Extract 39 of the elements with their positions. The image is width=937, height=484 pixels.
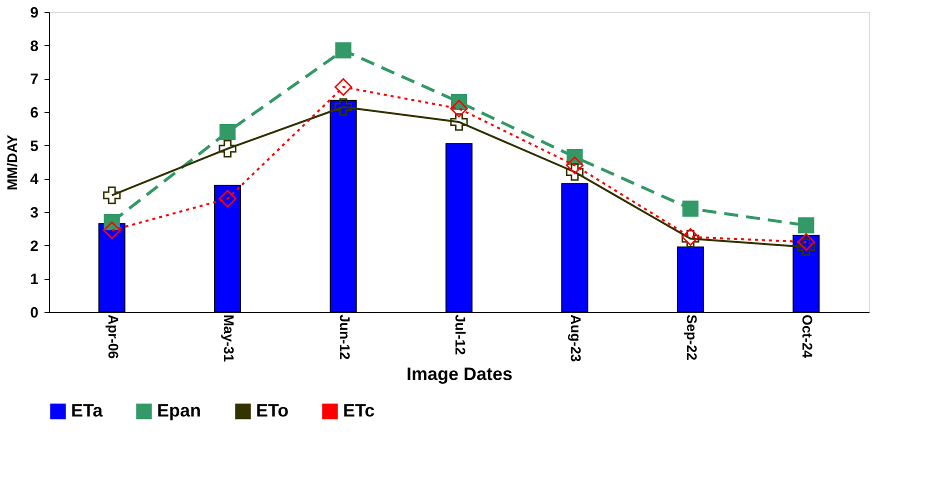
point (103, 222, 121, 240)
point (566, 163, 584, 181)
point (450, 113, 468, 131)
x-tick-label: Apr-06 (105, 314, 122, 360)
y-tick-label: 7 (30, 71, 38, 88)
x-tick-label: Aug-23 (568, 314, 584, 362)
y-tick-label: 9 (30, 4, 38, 22)
y-tick-label: 2 (30, 238, 38, 255)
x-tick-label: Jun-12 (336, 314, 353, 360)
point (218, 140, 236, 158)
point (682, 200, 698, 217)
legend-label: ETo (256, 400, 289, 420)
x-tick-label: May-31 (221, 314, 238, 362)
point (218, 190, 236, 208)
point (335, 42, 352, 58)
x-tick-label: Oct-24 (800, 314, 816, 358)
point (334, 98, 352, 116)
y-tick-label: 1 (30, 271, 38, 288)
point (450, 100, 468, 118)
point (798, 217, 814, 234)
y-tick-label: 3 (30, 204, 38, 222)
legend-label: Epan (157, 400, 202, 420)
y-tick-label: 6 (30, 104, 38, 122)
x-axis-title: Image Dates (406, 364, 513, 384)
y-tick-label: 8 (30, 38, 38, 55)
x-tick-label: Sep-22 (684, 314, 700, 361)
legend-label: ETc (343, 400, 375, 420)
point (797, 233, 815, 251)
point (797, 238, 815, 256)
y-tick-label: 4 (30, 171, 40, 188)
point (220, 124, 236, 140)
point (566, 156, 584, 174)
legend-label: ETa (71, 400, 104, 420)
y-axis-title: MM/DAY (4, 134, 20, 190)
point (103, 186, 121, 204)
x-tick-label: Jul-12 (452, 314, 468, 356)
y-tick-label: 0 (30, 304, 38, 322)
point (334, 78, 352, 96)
y-tick-label: 5 (30, 138, 38, 155)
